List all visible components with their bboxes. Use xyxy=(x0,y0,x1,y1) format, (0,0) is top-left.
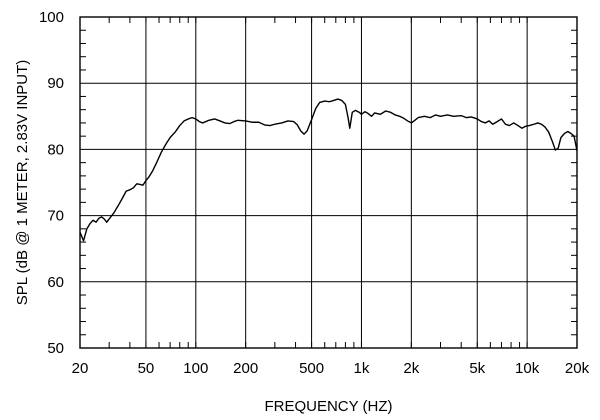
x-tick-label: 200 xyxy=(233,360,258,377)
y-tick-label: 80 xyxy=(47,141,64,158)
y-tick-label: 90 xyxy=(47,75,64,92)
y-axis-title: SPL (dB @ 1 METER, 2.83V INPUT) xyxy=(14,60,31,306)
x-tick-label: 1k xyxy=(354,360,370,377)
x-tick-label: 100 xyxy=(183,360,208,377)
x-tick-label: 2k xyxy=(403,360,419,377)
y-tick-label: 70 xyxy=(47,208,64,225)
grid-lines xyxy=(79,16,578,349)
spl-response-line xyxy=(79,98,578,242)
plot-area-frame xyxy=(79,16,578,349)
x-axis-title: FREQUENCY (HZ) xyxy=(264,398,392,415)
x-tick-label: 500 xyxy=(299,360,324,377)
y-tick-label: 60 xyxy=(47,274,64,291)
y-tick-label: 50 xyxy=(47,340,64,357)
y-tick-label: 100 xyxy=(39,9,64,26)
minor-ticks xyxy=(80,17,577,348)
x-tick-label: 50 xyxy=(138,360,155,377)
x-tick-labels: 20 50 100 200 500 1k 2k 5k 10k 20k xyxy=(72,360,590,377)
x-tick-label: 10k xyxy=(515,360,540,377)
y-tick-labels: 50 60 70 80 90 100 xyxy=(39,9,64,357)
x-tick-label: 20k xyxy=(565,360,590,377)
x-tick-label: 20 xyxy=(72,360,89,377)
x-tick-label: 5k xyxy=(469,360,485,377)
